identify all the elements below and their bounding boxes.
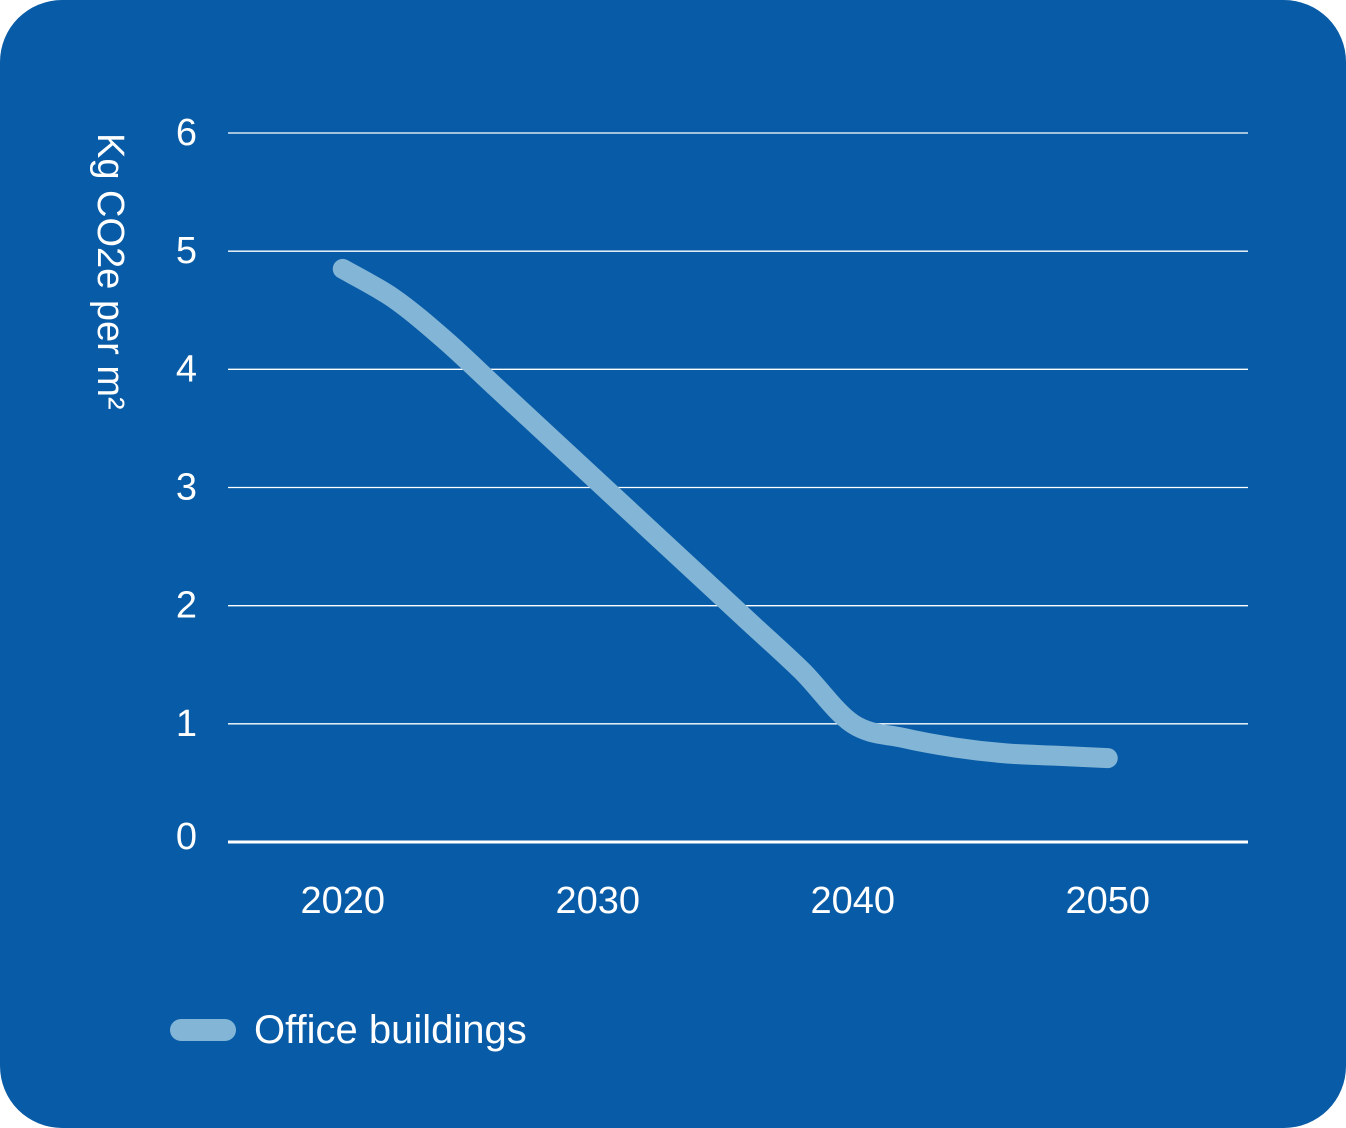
x-tick-label-2020: 2020 (300, 880, 385, 922)
x-tick-label-2030: 2030 (555, 880, 640, 922)
y-axis-ticks: 0 1 2 3 4 5 6 (176, 112, 197, 858)
y-axis-title: Kg CO2e per m² (89, 133, 131, 410)
legend-label-office-buildings: Office buildings (254, 1007, 527, 1052)
y-tick-label-2: 2 (176, 585, 197, 627)
x-axis-ticks: 2020 2030 2040 2050 (300, 880, 1150, 922)
legend-swatch-office-buildings (170, 1019, 236, 1041)
series-lines (332, 258, 1118, 769)
y-tick-label-0: 0 (176, 816, 197, 858)
y-tick-label-3: 3 (176, 467, 197, 509)
legend: Office buildings (170, 1006, 527, 1054)
x-tick-label-2040: 2040 (810, 880, 895, 922)
x-tick-label-2050: 2050 (1065, 880, 1150, 922)
gridlines (228, 132, 1248, 844)
y-tick-label-1: 1 (176, 703, 197, 745)
y-tick-label-5: 5 (176, 230, 197, 272)
series-line-office-buildings (332, 258, 1118, 769)
y-tick-label-4: 4 (176, 348, 197, 390)
y-tick-label-6: 6 (176, 112, 197, 154)
